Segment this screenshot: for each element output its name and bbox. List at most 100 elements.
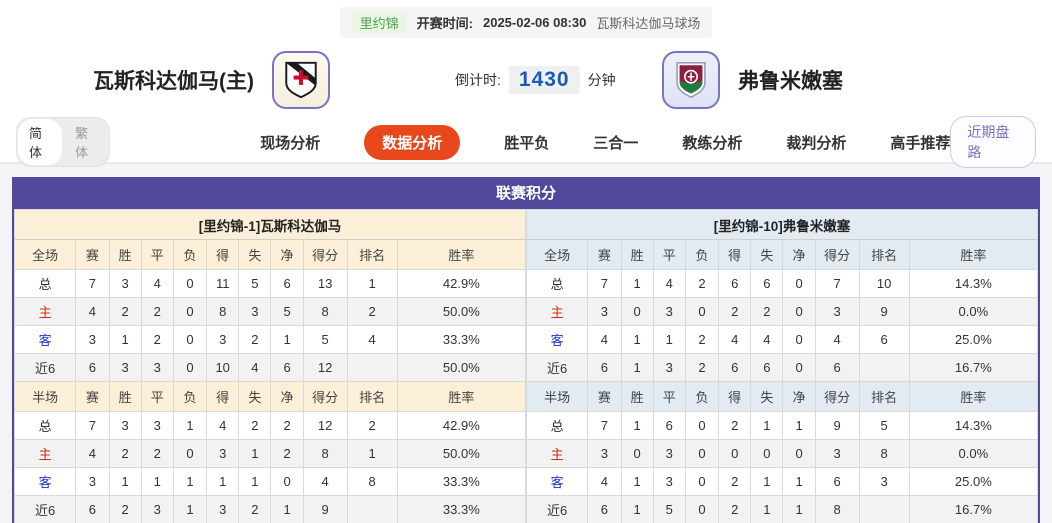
stat-cell: 50.0%	[396, 353, 527, 382]
lang-simplified-button[interactable]: 简体	[18, 119, 63, 165]
stat-cell: 0.0%	[908, 297, 1039, 326]
row-label: 客	[525, 467, 589, 496]
stat-cell: 1	[782, 411, 816, 440]
stat-cell: 6	[75, 353, 110, 382]
home-table-header: [里约锦-1]瓦斯科达伽马	[14, 209, 526, 240]
stat-cell: 0	[684, 467, 720, 496]
stat-cell: 3	[108, 269, 142, 298]
tab-0[interactable]: 现场分析	[260, 134, 321, 152]
column-header: 胜率	[908, 239, 1039, 270]
column-header: 胜率	[908, 381, 1039, 412]
stat-cell: 0	[684, 439, 720, 468]
stat-cell: 8	[206, 297, 240, 326]
row-label: 主	[525, 297, 589, 326]
stat-cell: 5	[858, 411, 910, 440]
stat-cell: 3	[75, 325, 110, 354]
stat-cell: 3	[814, 297, 860, 326]
countdown-value: 1430	[508, 66, 580, 94]
column-header: 得	[206, 239, 240, 270]
column-header: 胜	[108, 381, 142, 412]
stat-cell: 4	[238, 353, 272, 382]
table-title: 联赛积分	[14, 179, 1038, 209]
stat-cell: 4	[75, 439, 110, 468]
match-info-strip: 里约锦 开赛时间: 2025-02-06 08:30 瓦斯科达伽马球场	[339, 7, 713, 38]
stat-cell: 12	[302, 353, 348, 382]
stat-cell: 3	[108, 411, 142, 440]
stat-cell: 2	[140, 439, 174, 468]
league-badge[interactable]: 里约锦	[351, 11, 407, 34]
stat-cell: 1	[238, 439, 272, 468]
lang-traditional-button[interactable]: 繁体	[75, 126, 89, 160]
stat-cell: 1	[782, 467, 816, 496]
column-header: 得分	[814, 381, 860, 412]
row-label: 客	[525, 325, 589, 354]
row-label: 总	[13, 269, 77, 298]
home-stats-table: [里约锦-1]瓦斯科达伽马 全场赛胜平负得失净得分 排名 胜率总 7 3 4 0 11 5 6 13 1…	[13, 209, 527, 523]
stat-cell: 6	[270, 353, 304, 382]
column-header: 胜率	[396, 239, 527, 270]
tab-2[interactable]: 胜平负	[504, 134, 550, 152]
stat-cell: 6	[858, 325, 910, 354]
column-header: 负	[172, 239, 208, 270]
stat-cell: 33.3%	[396, 325, 527, 354]
column-header: 平	[140, 381, 174, 412]
stat-cell	[858, 353, 910, 382]
stat-cell: 1	[172, 467, 208, 496]
tab-6[interactable]: 高手推荐	[890, 134, 951, 152]
countdown-label: 倒计时:	[455, 72, 501, 88]
stat-cell: 2	[238, 325, 272, 354]
tab-4[interactable]: 教练分析	[682, 134, 743, 152]
tab-5[interactable]: 裁判分析	[786, 134, 847, 152]
stat-cell: 0	[172, 325, 208, 354]
venue-name: 瓦斯科达伽马球场	[596, 16, 701, 31]
home-team-logo	[272, 51, 330, 109]
stat-cell: 1	[270, 325, 304, 354]
stat-cell: 1	[782, 495, 816, 523]
tab-3[interactable]: 三合一	[593, 134, 639, 152]
stat-cell: 9	[858, 297, 910, 326]
nav-tabs: 现场分析 数据分析 胜平负 三合一 教练分析 裁判分析 高手推荐	[260, 124, 951, 160]
stat-cell: 1	[620, 411, 654, 440]
stat-cell: 2	[108, 297, 142, 326]
table-row: 总 7 3 3 1 4 2 2 12 2 42.9%	[13, 411, 527, 440]
column-header: 得分	[814, 239, 860, 270]
table-row: 近6 6 1 5 0 2 1 1 8 16.7%	[525, 495, 1039, 523]
stat-cell: 3	[140, 495, 174, 523]
column-header: 失	[238, 381, 272, 412]
stat-cell: 0	[782, 269, 816, 298]
stat-cell: 1	[140, 467, 174, 496]
stat-cell: 4	[814, 325, 860, 354]
stat-cell: 8	[814, 495, 860, 523]
stat-cell: 42.9%	[396, 411, 527, 440]
stat-cell: 0	[782, 297, 816, 326]
table-row: 主 4 2 2 0 8 3 5 8 2 50.0%	[13, 297, 527, 326]
tab-1[interactable]: 数据分析	[364, 124, 461, 160]
table-row: 客 3 1 1 1 1 1 0 4 8 33.3%	[13, 467, 527, 496]
row-label: 近6	[525, 495, 589, 523]
column-header: 失	[750, 381, 784, 412]
stat-cell: 1	[750, 411, 784, 440]
stat-cell: 3	[652, 439, 686, 468]
column-header: 得分	[302, 381, 348, 412]
stat-cell: 2	[718, 297, 752, 326]
column-header: 排名	[858, 381, 910, 412]
stat-cell: 1	[620, 495, 654, 523]
table-row: 总 7 1 6 0 2 1 1 9 5 14.3%	[525, 411, 1039, 440]
column-header: 胜率	[396, 381, 527, 412]
stat-cell: 0	[172, 353, 208, 382]
stat-cell: 0	[620, 297, 654, 326]
stat-cell: 2	[346, 297, 398, 326]
stat-cell: 2	[684, 325, 720, 354]
stat-cell: 12	[302, 411, 348, 440]
stat-cell: 8	[858, 439, 910, 468]
row-label: 总	[525, 269, 589, 298]
stat-cell: 0	[620, 439, 654, 468]
recent-trend-button[interactable]: 近期盘路	[950, 116, 1036, 168]
stat-cell: 1	[108, 325, 142, 354]
stat-cell: 3	[206, 325, 240, 354]
stat-cell: 50.0%	[396, 297, 527, 326]
stat-cell: 14.3%	[908, 411, 1039, 440]
stat-cell: 9	[302, 495, 348, 523]
stat-cell: 1	[652, 325, 686, 354]
countdown-unit: 分钟	[587, 72, 616, 88]
